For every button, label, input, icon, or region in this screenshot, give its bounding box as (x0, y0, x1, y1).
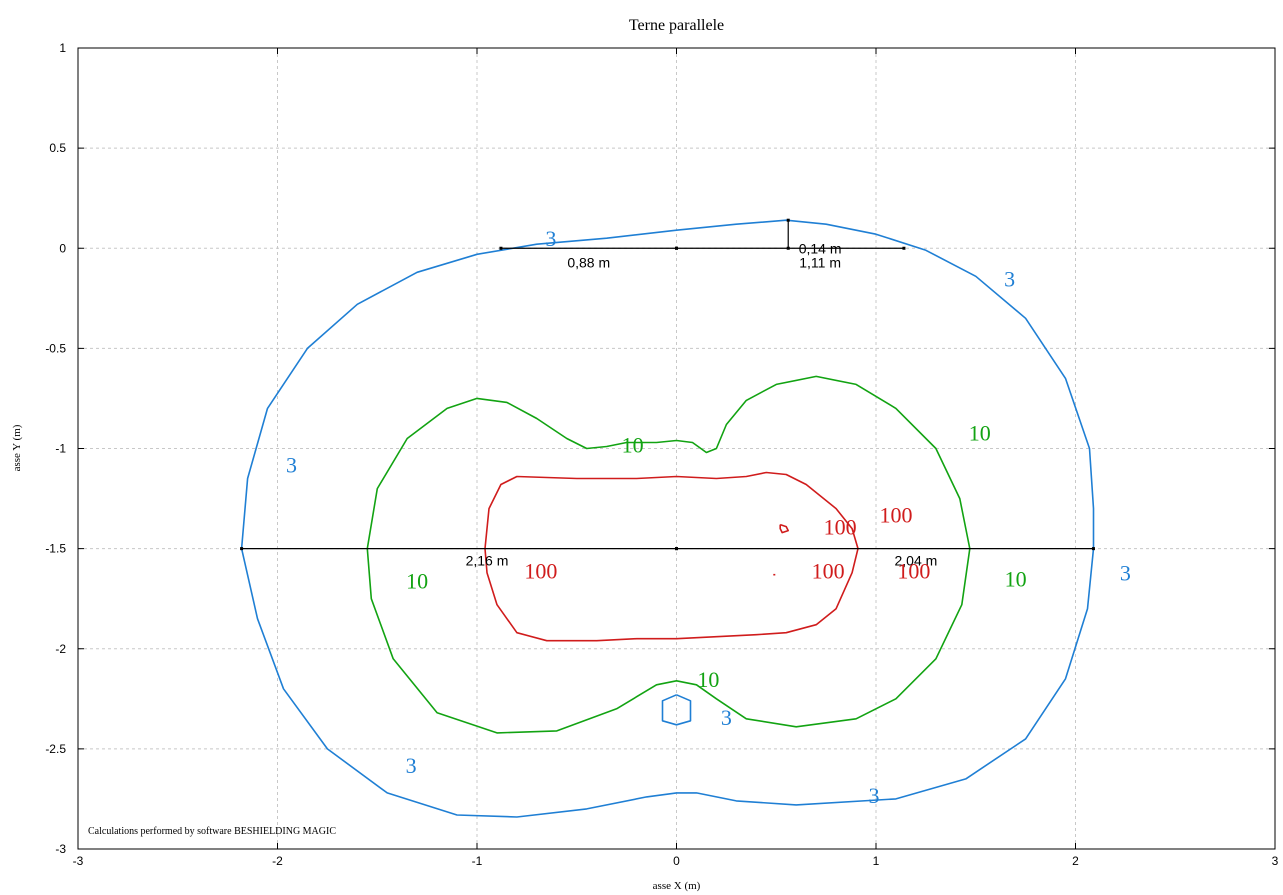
y-tick-label: 1 (59, 41, 66, 55)
x-tick-label: 2 (1072, 854, 1079, 868)
measure-label: 2,04 m (894, 553, 937, 569)
contour-label-3: 3 (545, 226, 556, 251)
contour-label-3: 3 (286, 453, 297, 478)
x-tick-label: 0 (673, 854, 680, 868)
contour-label-100: 100 (524, 559, 557, 584)
measure-endpoint (675, 547, 678, 551)
measure-endpoint (1091, 547, 1095, 551)
measure-endpoint (499, 246, 503, 250)
x-tick-label: 1 (873, 854, 880, 868)
y-tick-label: 0.5 (49, 141, 66, 155)
y-axis-label: asse Y (m) (11, 424, 23, 471)
contour-line-100 (779, 523, 789, 534)
plot-frame (77, 47, 1276, 850)
contour-label-10: 10 (697, 667, 719, 692)
x-axis-label: asse X (m) (653, 880, 701, 892)
contour-label-10: 10 (406, 569, 428, 594)
contour-line-3 (661, 694, 692, 726)
y-tick-label: -1 (55, 442, 66, 456)
contour-label-10: 10 (1005, 567, 1027, 592)
measure-label: 2,16 m (466, 553, 509, 569)
contour-label-3: 3 (721, 705, 732, 730)
x-tick-label: -1 (472, 854, 483, 868)
measure-label: 0,14 m (799, 240, 842, 256)
tick-labels: -3 -2 -1 0 1 2 3 1 0.5 0 -0.5 -1 -1.5 -2 -2.5 -3 (45, 41, 1278, 868)
y-tick-label: -3 (55, 842, 66, 856)
y-tick-label: -1.5 (45, 542, 66, 556)
contour-label-100: 100 (812, 559, 845, 584)
measure-label: 0,88 m (567, 254, 610, 270)
contour-line-3 (240, 219, 1095, 818)
measure-endpoint (902, 246, 906, 250)
footer-note: Calculations performed by software BESHI… (88, 826, 336, 837)
y-tick-label: -2 (55, 642, 66, 656)
y-tick-label: -2.5 (45, 742, 66, 756)
x-tick-label: -3 (73, 854, 84, 868)
contour-label-10: 10 (622, 432, 644, 457)
contour-label-3: 3 (869, 783, 880, 808)
contour-line-10 (366, 375, 971, 734)
y-tick-label: -0.5 (45, 341, 66, 355)
contour-label-100: 100 (897, 559, 930, 584)
chart-title: Terne parallele (629, 17, 724, 34)
contour-label-100: 100 (824, 515, 857, 540)
y-tick-label: 0 (59, 241, 66, 255)
measure-label: 1,11 m (799, 254, 841, 270)
measure-endpoint (240, 547, 244, 551)
x-tick-label: -2 (272, 854, 283, 868)
contour-label-10: 10 (969, 420, 991, 445)
contour-label-3: 3 (1004, 266, 1015, 291)
contour-label-3: 3 (406, 753, 417, 778)
x-tick-label: 3 (1272, 854, 1279, 868)
contour-label-100: 100 (879, 503, 912, 528)
measurements: 0,88 m 1,11 m0,14 m 2,16 m 2,04 m (240, 218, 1095, 569)
measure-endpoint (786, 218, 790, 222)
measure-endpoint (786, 246, 790, 250)
contour-label-3: 3 (1120, 561, 1131, 586)
measure-endpoint (675, 246, 678, 250)
